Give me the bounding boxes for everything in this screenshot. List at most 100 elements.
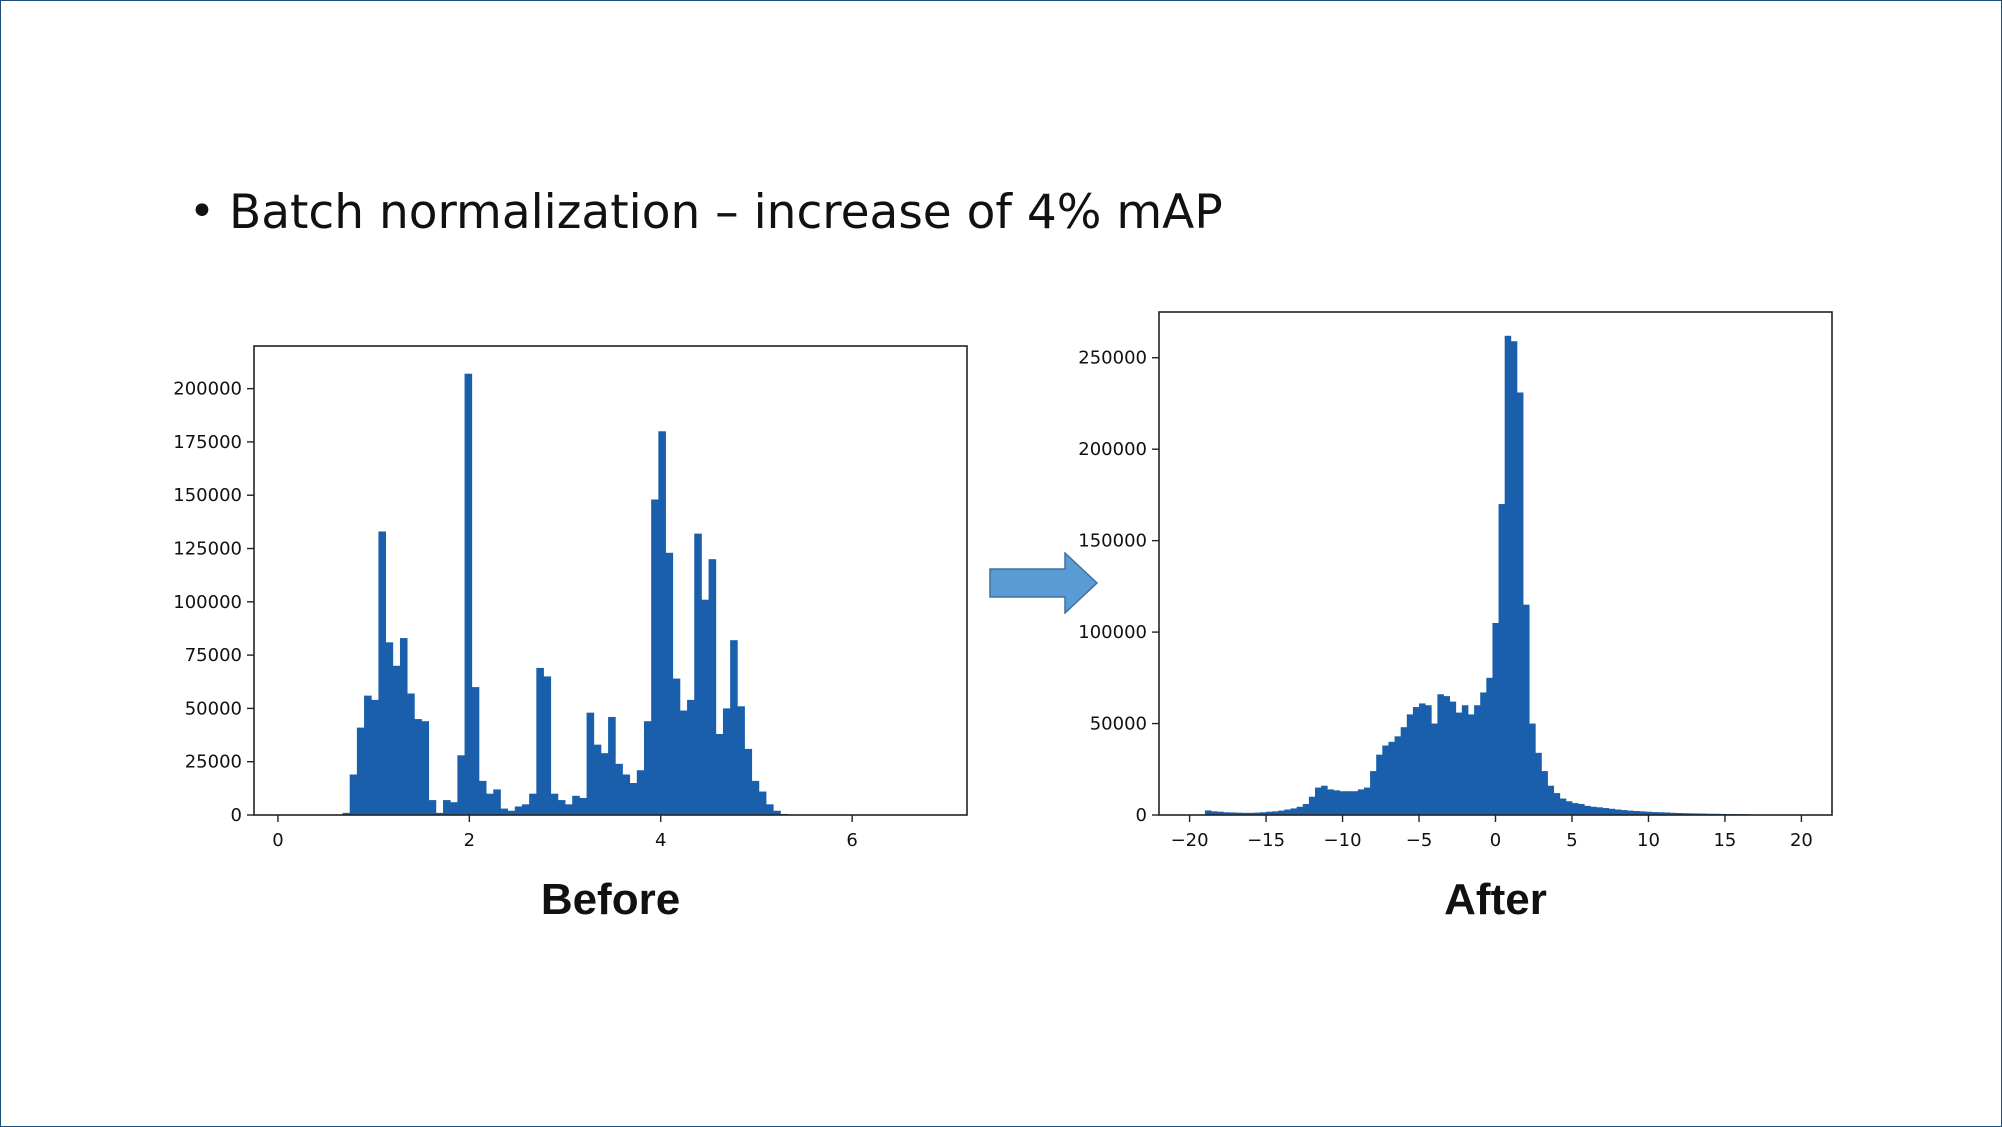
histogram-bar: [1443, 696, 1451, 815]
histogram-bar: [687, 699, 695, 815]
histogram-bar: [1259, 812, 1267, 815]
chart-caption: After: [1444, 875, 1547, 924]
histogram-bar: [1272, 811, 1279, 815]
histogram-bar: [615, 763, 623, 815]
histogram-bar: [679, 710, 688, 815]
histogram-bar: [694, 533, 702, 815]
histogram-bar: [1559, 798, 1567, 815]
histogram-bar: [730, 640, 738, 815]
histogram-bar: [1211, 811, 1218, 815]
histogram-bar: [1590, 806, 1597, 815]
histogram-bar: [471, 687, 480, 815]
histogram-bar: [593, 744, 602, 815]
histogram-bar: [1363, 787, 1371, 815]
x-tick-label: −10: [1324, 830, 1362, 851]
histogram-bar: [1633, 810, 1640, 815]
histogram-bar: [1602, 808, 1610, 815]
x-tick-label: 10: [1637, 830, 1660, 851]
histogram-bar: [428, 800, 437, 815]
histogram-bar: [1296, 806, 1304, 815]
histogram-bar: [1627, 810, 1634, 815]
histogram-bar: [557, 800, 566, 815]
histogram-bar: [1302, 804, 1310, 815]
histogram-bar: [1351, 791, 1359, 815]
histogram-bar: [399, 638, 408, 815]
histogram-bar: [766, 804, 774, 815]
histogram-bar: [1608, 808, 1616, 815]
histogram-bar: [1204, 810, 1212, 815]
histogram-bar: [1492, 622, 1499, 815]
histogram-bar: [1339, 791, 1347, 815]
histogram-bar: [1565, 801, 1573, 815]
histogram-bar: [1461, 705, 1469, 815]
histogram-bar: [1675, 812, 1683, 815]
bullet-point: • Batch normalization – increase of 4% m…: [189, 177, 1223, 247]
y-tick-label: 125000: [173, 539, 242, 560]
histogram-bar: [1516, 392, 1524, 815]
histogram-bar: [457, 755, 465, 815]
histogram-bar: [349, 774, 358, 815]
histogram-bar: [1571, 803, 1579, 815]
histogram-bar: [1657, 812, 1665, 815]
x-tick-label: −20: [1171, 830, 1209, 851]
histogram-bar: [1247, 812, 1255, 815]
histogram-bar: [342, 812, 351, 815]
y-tick-label: 0: [231, 805, 242, 826]
histogram-bar: [651, 499, 659, 815]
histogram-bar: [1376, 754, 1383, 815]
histogram-bar: [1333, 790, 1340, 815]
histogram-bar: [493, 789, 501, 815]
histogram-bar: [1278, 810, 1285, 815]
histogram-bar: [1547, 785, 1555, 815]
histogram-bar: [1235, 812, 1242, 815]
x-tick-label: −5: [1406, 830, 1433, 851]
histogram-bar: [1535, 752, 1542, 815]
histogram-bar: [378, 531, 386, 815]
histogram-bar: [1406, 714, 1414, 815]
histogram-bar: [1284, 809, 1291, 815]
histogram-bar: [1510, 341, 1518, 815]
histogram-bar: [521, 804, 530, 815]
histogram-bar: [744, 748, 753, 815]
histogram-bar: [1357, 789, 1365, 815]
histogram-bar: [636, 770, 645, 815]
plot-frame: [253, 345, 968, 816]
histogram-bar: [737, 706, 745, 815]
histogram-bar: [629, 783, 638, 815]
histogram-bar: [658, 431, 666, 815]
y-tick-label: 250000: [1078, 348, 1147, 369]
histogram-bar: [1480, 692, 1487, 815]
histogram-bar: [536, 667, 544, 815]
histogram-bar: [1541, 771, 1548, 815]
histogram-bar: [1529, 723, 1536, 815]
x-tick-label: 6: [846, 830, 857, 851]
histogram-bar: [1400, 727, 1408, 815]
histogram-bar: [1467, 714, 1475, 815]
histogram-bar: [385, 642, 394, 815]
x-tick-label: −15: [1247, 830, 1285, 851]
x-tick-label: 15: [1713, 830, 1736, 851]
histogram-bar: [1431, 723, 1438, 815]
histogram-bar: [758, 791, 767, 815]
x-tick-label: 5: [1566, 830, 1577, 851]
histogram-bar: [1523, 604, 1530, 815]
y-tick-label: 25000: [185, 752, 242, 773]
histogram-bar: [708, 559, 717, 815]
y-tick-label: 75000: [185, 645, 242, 666]
histogram-bar: [1504, 335, 1512, 815]
histogram-bar: [1412, 707, 1420, 815]
y-tick-label: 200000: [1078, 439, 1147, 460]
histogram-bar: [1241, 812, 1249, 815]
histogram-bar: [1425, 705, 1432, 815]
histogram-bar: [543, 676, 552, 815]
y-tick-label: 100000: [1078, 622, 1147, 643]
histogram-bar: [1596, 807, 1603, 815]
after-histogram: −20 −15 −10 −5 0 5 10 15 20 0 50000 100000 150000 200…: [1078, 311, 1833, 924]
histogram-bar: [1308, 796, 1316, 815]
histogram-bar: [1553, 793, 1561, 815]
x-tick-label: 2: [464, 830, 475, 851]
histogram-bar: [1345, 791, 1353, 815]
histogram-bar: [586, 712, 595, 815]
histogram-bar: [1688, 813, 1695, 815]
histogram-bar: [356, 727, 365, 815]
